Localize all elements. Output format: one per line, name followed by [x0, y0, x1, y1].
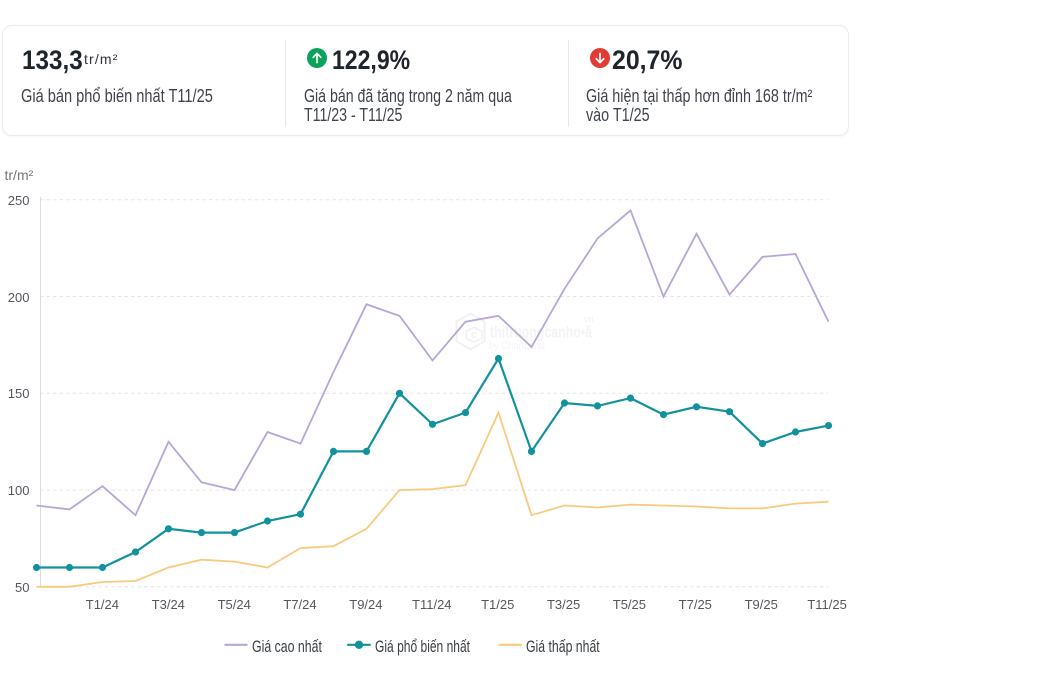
svg-text:thitruongcanho•ã: thitruongcanho•ã — [490, 324, 593, 342]
svg-text:vn: vn — [584, 314, 594, 324]
svg-text:by ChartLand: by ChartLand — [489, 341, 545, 352]
